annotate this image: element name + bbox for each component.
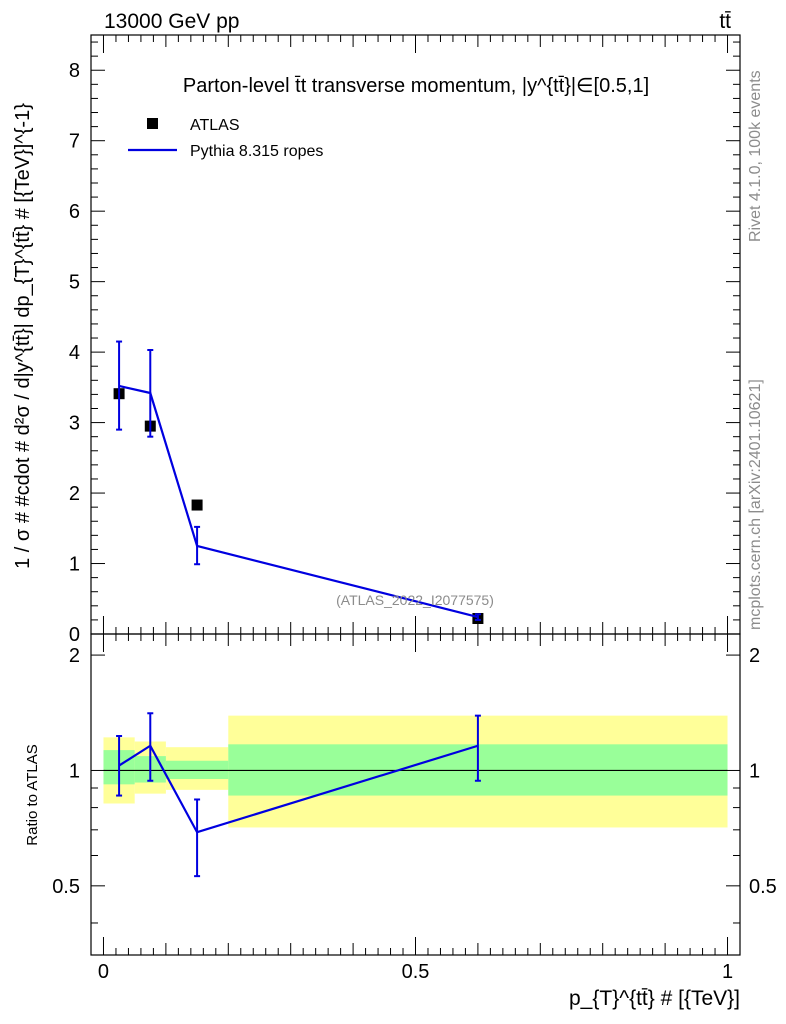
main-tick-labels: 0 1 2 3 4 5 6 7 8 [69,60,80,646]
source-label: mcplots.cern.ch [arXiv:2401.10621] [747,379,764,630]
ratio-y-tick-label: 0.5 [52,876,80,898]
ratio-y-axis-label: Ratio to ATLAS [24,744,41,845]
x-axis-label: p_{T}^{tt̄} # [{TeV}] [569,987,740,1010]
legend-atlas-marker [147,118,158,129]
watermark: (ATLAS_2022_I2077575) [336,592,494,608]
x-tick-label: 1 [722,961,733,983]
main-data-marks [113,340,484,624]
main-y-tick-label: 0 [69,624,80,646]
x-tick-label: 0.5 [402,961,430,983]
ratio-axis-ticks [91,634,740,955]
main-y-tick-label: 5 [69,272,80,294]
main-plot: 0 1 2 3 4 5 6 7 8 [69,34,741,646]
main-title: Parton-level t̄t transverse momentum, |y… [183,75,649,97]
ratio-y-tick-label: 2 [69,645,80,667]
legend-atlas-label: ATLAS [190,117,240,134]
legend: ATLAS Pythia 8.315 ropes [128,117,323,160]
pythia-line [118,384,479,619]
energy-label: 13000 GeV pp [104,10,239,33]
main-frame [90,34,741,635]
main-y-tick-label: 1 [69,554,80,576]
x-tick-label: 0 [98,961,109,983]
main-y-tick-label: 2 [69,483,80,505]
atlas-point [191,499,203,511]
legend-pythia-label: Pythia 8.315 ropes [190,143,323,160]
rivet-label: Rivet 4.1.0, 100k events [747,70,764,242]
main-y-tick-label: 3 [69,413,80,435]
ratio-y-tick-label: 1 [69,760,80,782]
main-y-tick-label: 8 [69,60,80,82]
ratio-y-tick-label-right: 2 [749,645,760,667]
main-y-tick-label: 6 [69,201,80,223]
ratio-series-line [118,744,479,834]
ratio-y-tick-label-right: 0.5 [749,876,777,898]
ratio-y-tick-label-right: 1 [749,760,760,782]
main-y-axis-label: 1 / σ # #cdot # d²σ / d|y^{tt̄}| dp_{T}^… [12,103,34,569]
main-y-tick-label: 7 [69,131,80,153]
process-label: tt̄ [719,10,731,33]
main-y-tick-label: 4 [69,342,80,364]
ratio-data-marks [103,712,728,878]
ratio-plot: 0 0.5 1 0.5 0.5 1 1 2 2 [52,633,777,983]
ratio-tick-labels: 0 0.5 1 0.5 0.5 1 1 2 2 [52,645,777,983]
main-axis-ticks [91,35,740,635]
